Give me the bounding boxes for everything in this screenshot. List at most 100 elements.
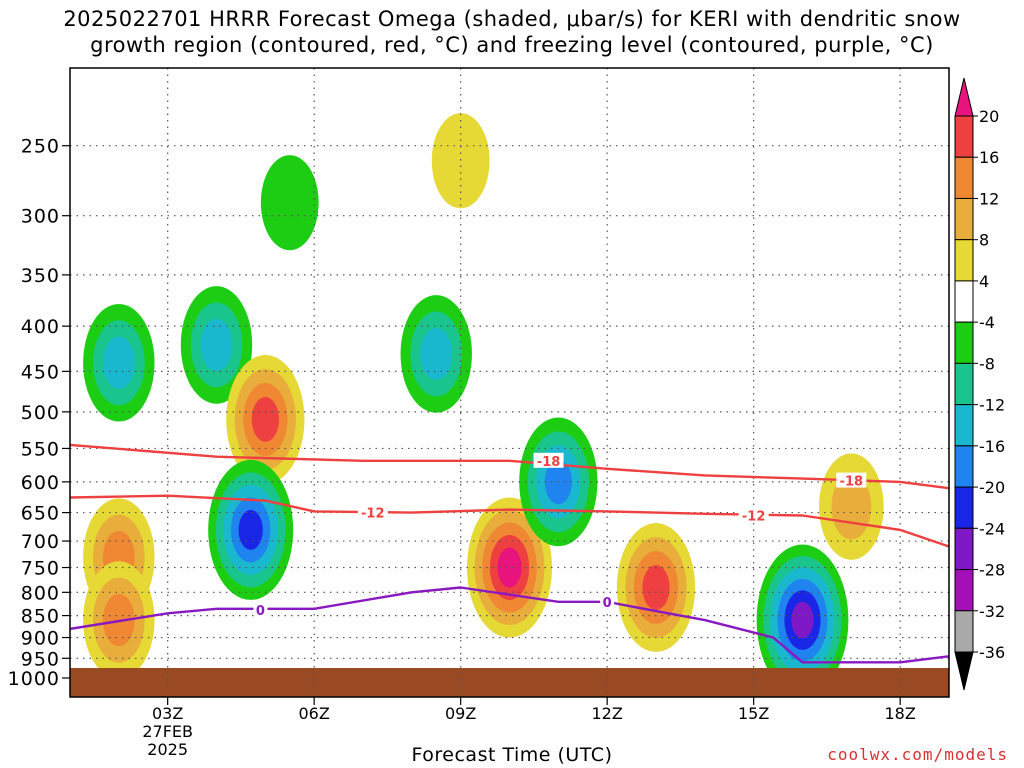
y-tick-label: 350 — [21, 265, 60, 287]
colorbar-label: -8 — [979, 354, 995, 373]
colorbar-min-arrow — [954, 651, 974, 691]
y-tick-label: 450 — [21, 361, 60, 383]
y-tick-label: 300 — [21, 206, 60, 228]
isotherm--12 — [70, 494, 949, 548]
isotherm--18 — [70, 443, 949, 490]
colorbar-label: 16 — [979, 148, 999, 167]
y-tick-label: 950 — [21, 648, 60, 670]
x-tick-label: 27FEB — [142, 722, 193, 741]
y-tick-label: 700 — [21, 531, 60, 553]
omega-cell — [260, 155, 319, 251]
omega-contour-fill — [260, 155, 319, 251]
y-tick-label: 400 — [21, 316, 60, 338]
colorbar-label: -16 — [979, 437, 1005, 456]
y-tick-label: 900 — [21, 628, 60, 650]
colorbar: 20 16 12 8 4 -4 -8 -12 -16 -20 -24 -28 -32 -36 — [954, 77, 1005, 691]
colorbar-label: -36 — [979, 643, 1005, 662]
chart-title: 2025022701 HRRR Forecast Omega (shaded, … — [0, 6, 1024, 58]
omega-cell — [83, 303, 155, 422]
y-axis: 2503003504004505005506006507007508008509… — [8, 136, 70, 690]
contour-lines — [70, 443, 949, 664]
x-tick-label: 2025 — [147, 740, 188, 759]
y-tick-label: 750 — [21, 558, 60, 580]
omega-cell — [208, 459, 294, 600]
y-tick-label: 550 — [21, 438, 60, 460]
colorbar-max-arrow — [954, 77, 974, 117]
colorbar-swatch — [954, 239, 974, 282]
colorbar-label: 4 — [979, 272, 989, 291]
y-tick-label: 250 — [21, 136, 60, 158]
x-tick-label: 06Z — [299, 704, 330, 723]
x-tick-label: 15Z — [738, 704, 769, 723]
x-tick-label: 09Z — [445, 704, 476, 723]
colorbar-label: -20 — [979, 478, 1005, 497]
y-tick-label: 1000 — [8, 668, 60, 690]
chart-title-line1: 2025022701 HRRR Forecast Omega (shaded, … — [63, 7, 961, 31]
contour-label-bg — [836, 472, 867, 488]
colorbar-label: -4 — [979, 313, 995, 332]
x-tick-label: 18Z — [885, 704, 916, 723]
credit-text: coolwx.com/models — [827, 745, 1008, 764]
colorbar-swatch — [954, 404, 974, 447]
omega-contour-fill — [251, 397, 279, 442]
colorbar-swatch — [954, 280, 974, 323]
colorbar-swatch — [954, 486, 974, 529]
omega-contour-fill — [420, 327, 453, 381]
contour-label: 0 — [603, 596, 612, 611]
contour-label-bg — [357, 504, 388, 520]
contour-label: -18 — [840, 475, 864, 490]
y-tick-label: 850 — [21, 606, 60, 628]
colorbar-label: -32 — [979, 602, 1005, 621]
colorbar-label: -12 — [979, 396, 1005, 415]
y-tick-label: 650 — [21, 503, 60, 525]
omega-cell — [616, 523, 696, 652]
colorbar-swatch — [954, 445, 974, 488]
omega-cell — [431, 113, 490, 209]
colorbar-label: 12 — [979, 189, 999, 208]
omega-cell — [400, 295, 472, 413]
contour-labels: -18 -18 -12 -12 0 0 — [253, 452, 867, 619]
x-axis-title: Forecast Time (UTC) — [411, 744, 613, 766]
contour-label: -18 — [537, 455, 561, 470]
ground-surface — [70, 668, 949, 697]
omega-contour-fill — [642, 565, 670, 610]
colorbar-swatch — [954, 321, 974, 364]
colorbar-label: 20 — [979, 107, 999, 126]
contour-label-bg — [600, 593, 615, 609]
omega-contour-fill — [200, 318, 233, 371]
contour-label-bg — [738, 507, 769, 523]
isotherm-0 — [70, 586, 949, 664]
y-tick-label: 500 — [21, 402, 60, 424]
omega-cell — [226, 355, 305, 484]
y-tick-label: 600 — [21, 472, 60, 494]
plot-frame — [69, 67, 950, 698]
colorbar-swatch — [954, 197, 974, 241]
colorbar-swatch — [954, 156, 974, 199]
omega-shading — [83, 113, 884, 696]
omega-cell — [819, 453, 884, 560]
contour-label-bg — [533, 452, 564, 468]
x-tick-label: 03Z — [152, 704, 183, 723]
omega-contour-fill — [497, 547, 522, 588]
contour-label: 0 — [256, 604, 265, 619]
omega-contour-fill — [238, 509, 263, 550]
omega-cell — [180, 286, 253, 404]
colorbar-label: 8 — [979, 231, 989, 250]
colorbar-swatch — [954, 610, 974, 653]
colorbar-swatch — [954, 527, 974, 571]
colorbar-label: -28 — [979, 561, 1005, 580]
contour-label: -12 — [742, 510, 766, 525]
chart-title-line2: growth region (contoured, red, °C) and f… — [90, 33, 934, 57]
x-tick-label: 12Z — [592, 704, 623, 723]
colorbar-swatch — [954, 569, 974, 612]
contour-label-bg — [253, 602, 268, 618]
grid-lines — [70, 68, 949, 697]
colorbar-swatch — [954, 115, 974, 158]
y-tick-label: 800 — [21, 582, 60, 604]
omega-contour-fill — [431, 113, 490, 209]
contour-label: -12 — [361, 507, 385, 522]
colorbar-label: -24 — [979, 519, 1005, 538]
omega-contour-fill — [102, 336, 135, 389]
